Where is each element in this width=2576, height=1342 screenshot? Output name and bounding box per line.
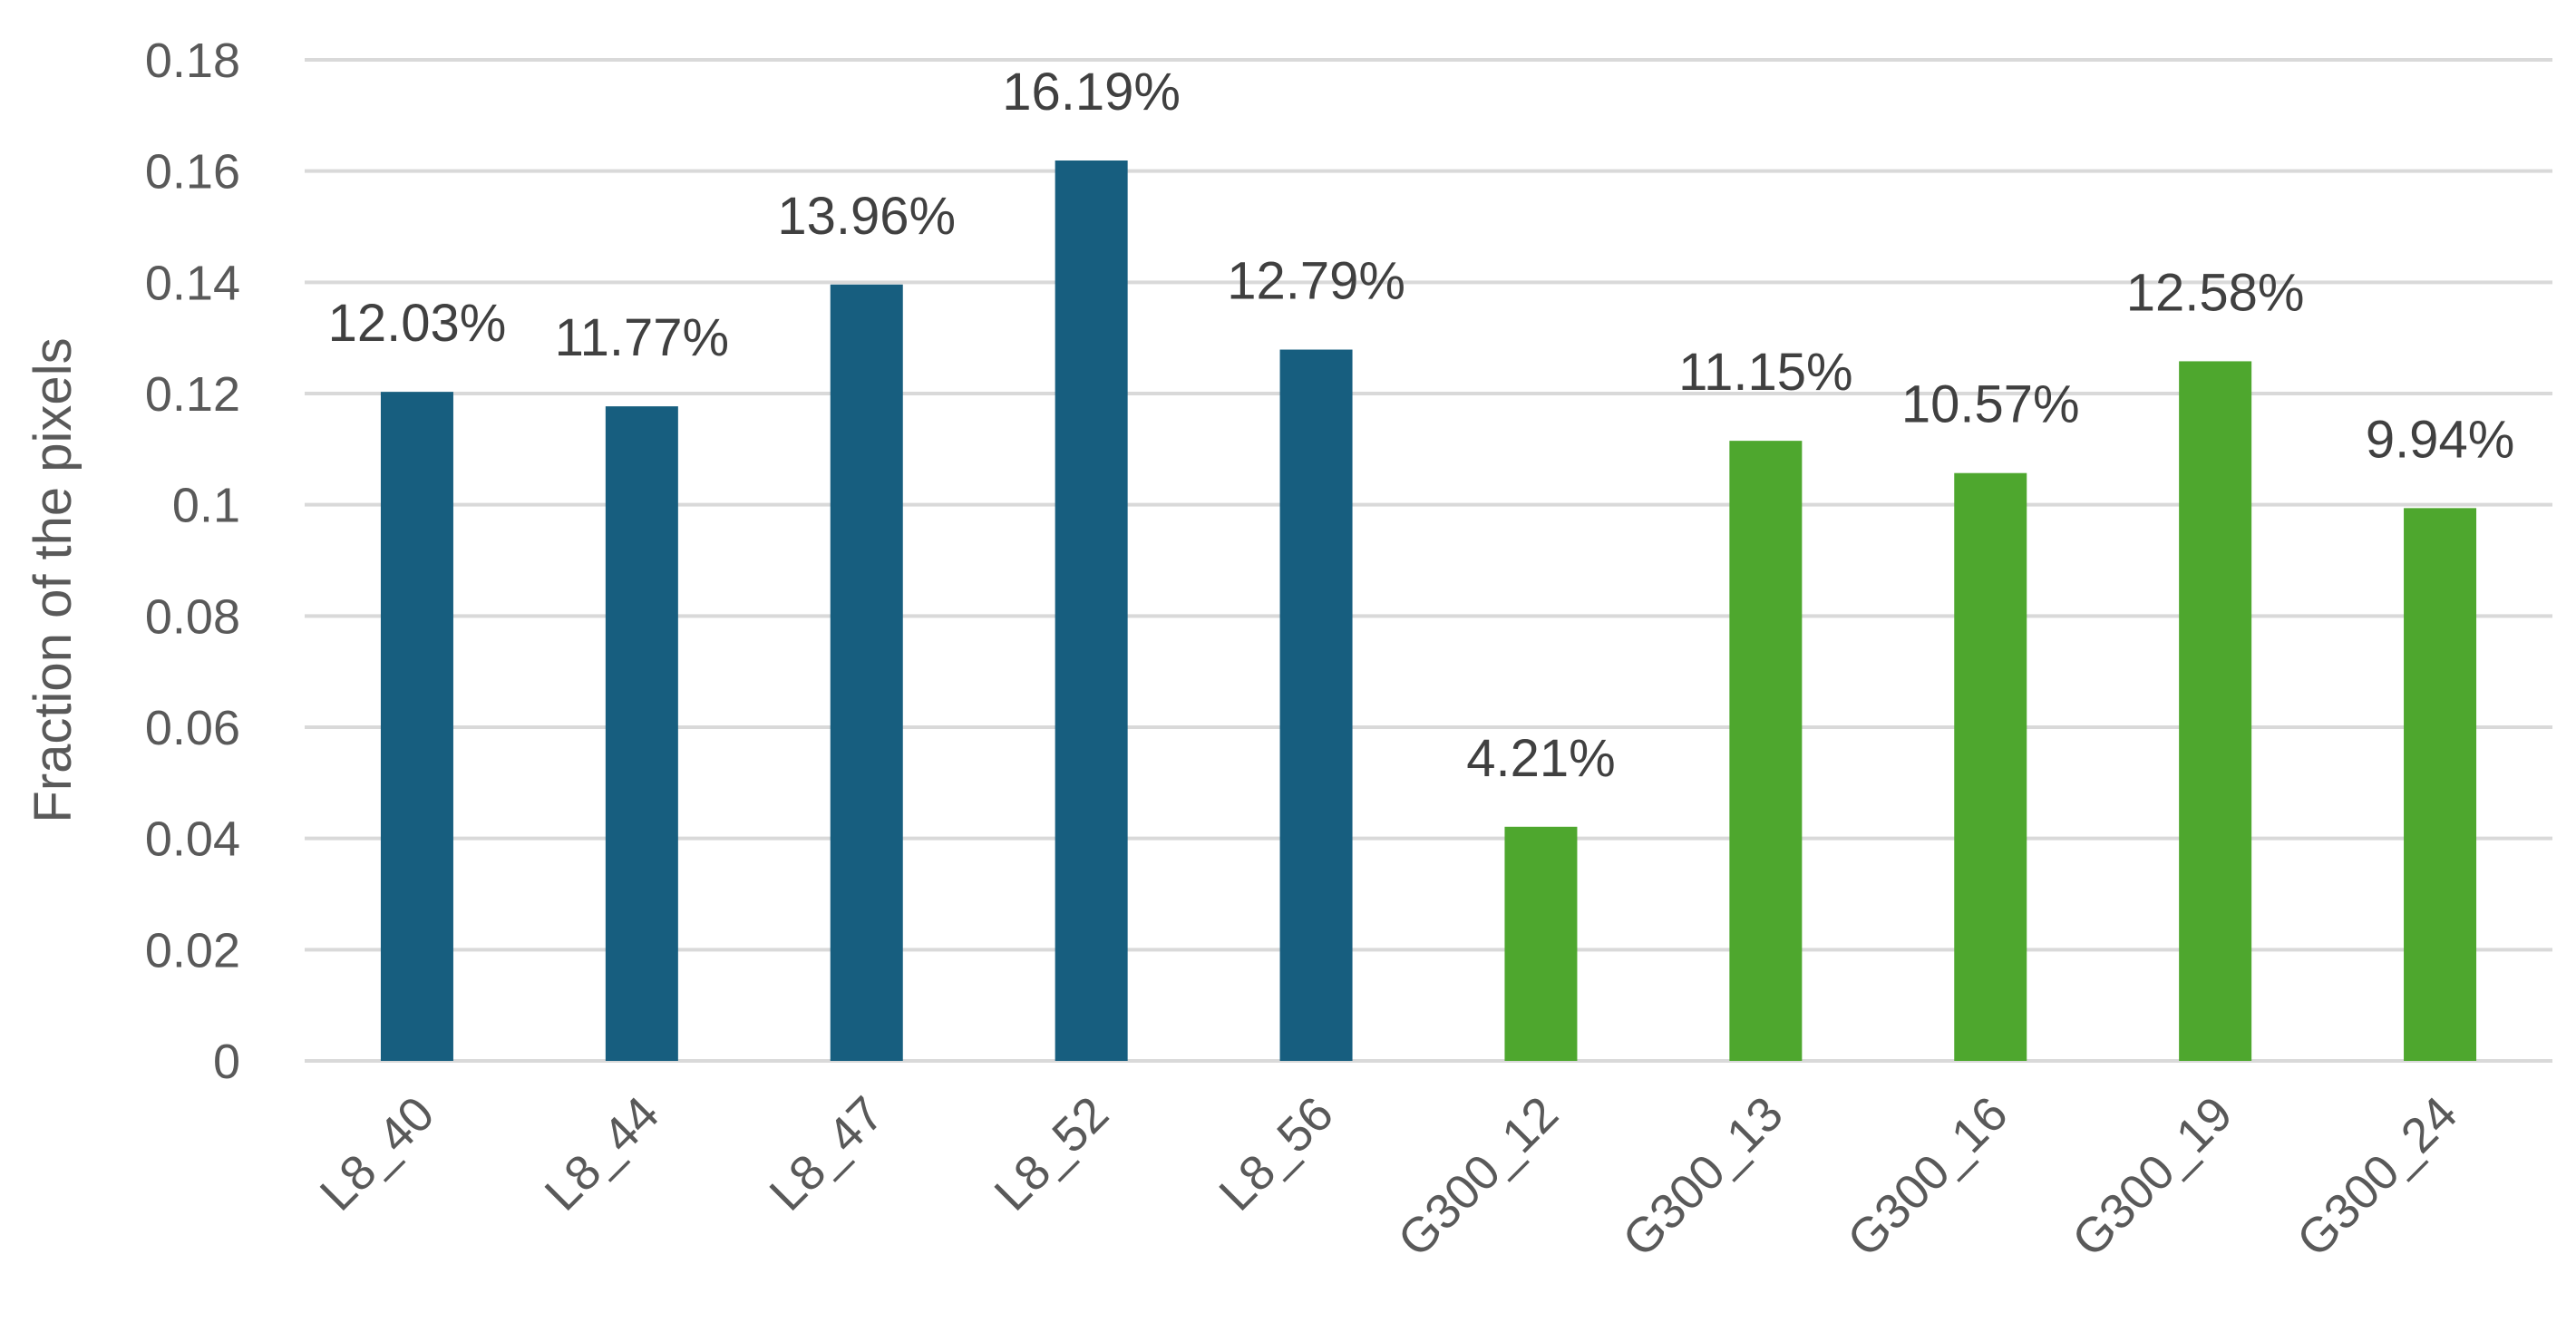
- x-category-label: L8_56: [1209, 1086, 1344, 1221]
- y-tick-label: 0.06: [145, 701, 240, 755]
- x-category-label: G300_24: [2287, 1086, 2468, 1268]
- x-category-label: L8_44: [535, 1086, 670, 1221]
- y-tick-label: 0.08: [145, 589, 240, 644]
- data-label: 16.19%: [1002, 63, 1181, 122]
- y-tick-label: 0.1: [172, 479, 240, 533]
- gridlines: [305, 58, 2552, 1063]
- y-tick-label: 0.16: [145, 145, 240, 199]
- data-label: 13.96%: [777, 187, 956, 246]
- y-tick-label: 0: [213, 1035, 240, 1089]
- x-category-label: L8_47: [760, 1086, 895, 1221]
- bar-l8-56: [1279, 349, 1353, 1062]
- bars: [380, 160, 2477, 1062]
- x-category-label: G300_16: [1837, 1086, 2018, 1268]
- y-axis-title: Fraction of the pixels: [24, 337, 83, 822]
- data-label: 11.77%: [555, 308, 729, 367]
- data-label: 4.21%: [1466, 729, 1615, 788]
- y-axis-ticks: 0 0.02 0.04 0.06 0.08 0.1 0.12 0.14 0.16 0.18: [145, 34, 240, 1089]
- x-axis-categories: L8_40 L8_44 L8_47 L8_52 L8_56 G300_12 G300_13 G…: [310, 1086, 2468, 1268]
- data-label: 12.58%: [2126, 263, 2305, 322]
- data-label: 12.79%: [1227, 252, 1405, 311]
- x-category-label: G300_19: [2062, 1086, 2243, 1268]
- data-label: 9.94%: [2366, 410, 2514, 469]
- data-label: 12.03%: [328, 294, 507, 353]
- bar-g300-24: [2404, 508, 2477, 1061]
- bar-g300-16: [1954, 472, 2027, 1061]
- bar-g300-12: [1504, 826, 1578, 1061]
- y-tick-label: 0.04: [145, 812, 240, 867]
- x-category-label: L8_52: [985, 1086, 1120, 1221]
- data-label: 10.57%: [1901, 375, 2080, 434]
- x-category-label: G300_13: [1612, 1086, 1793, 1268]
- y-tick-label: 0.02: [145, 923, 240, 977]
- x-category-label: L8_40: [310, 1086, 445, 1221]
- bar-g300-19: [2179, 361, 2252, 1062]
- bar-l8-44: [605, 406, 678, 1061]
- bar-g300-13: [1729, 441, 1803, 1062]
- bar-l8-52: [1055, 160, 1128, 1062]
- data-labels: 12.03% 11.77% 13.96% 16.19% 12.79% 4.21% 11.15…: [328, 63, 2515, 788]
- data-label: 11.15%: [1678, 343, 1852, 402]
- bar-l8-40: [380, 392, 453, 1061]
- y-tick-label: 0.18: [145, 34, 240, 88]
- y-tick-label: 0.14: [145, 256, 240, 310]
- x-category-label: G300_12: [1387, 1086, 1569, 1268]
- bar-l8-47: [830, 284, 903, 1062]
- y-tick-label: 0.12: [145, 367, 240, 422]
